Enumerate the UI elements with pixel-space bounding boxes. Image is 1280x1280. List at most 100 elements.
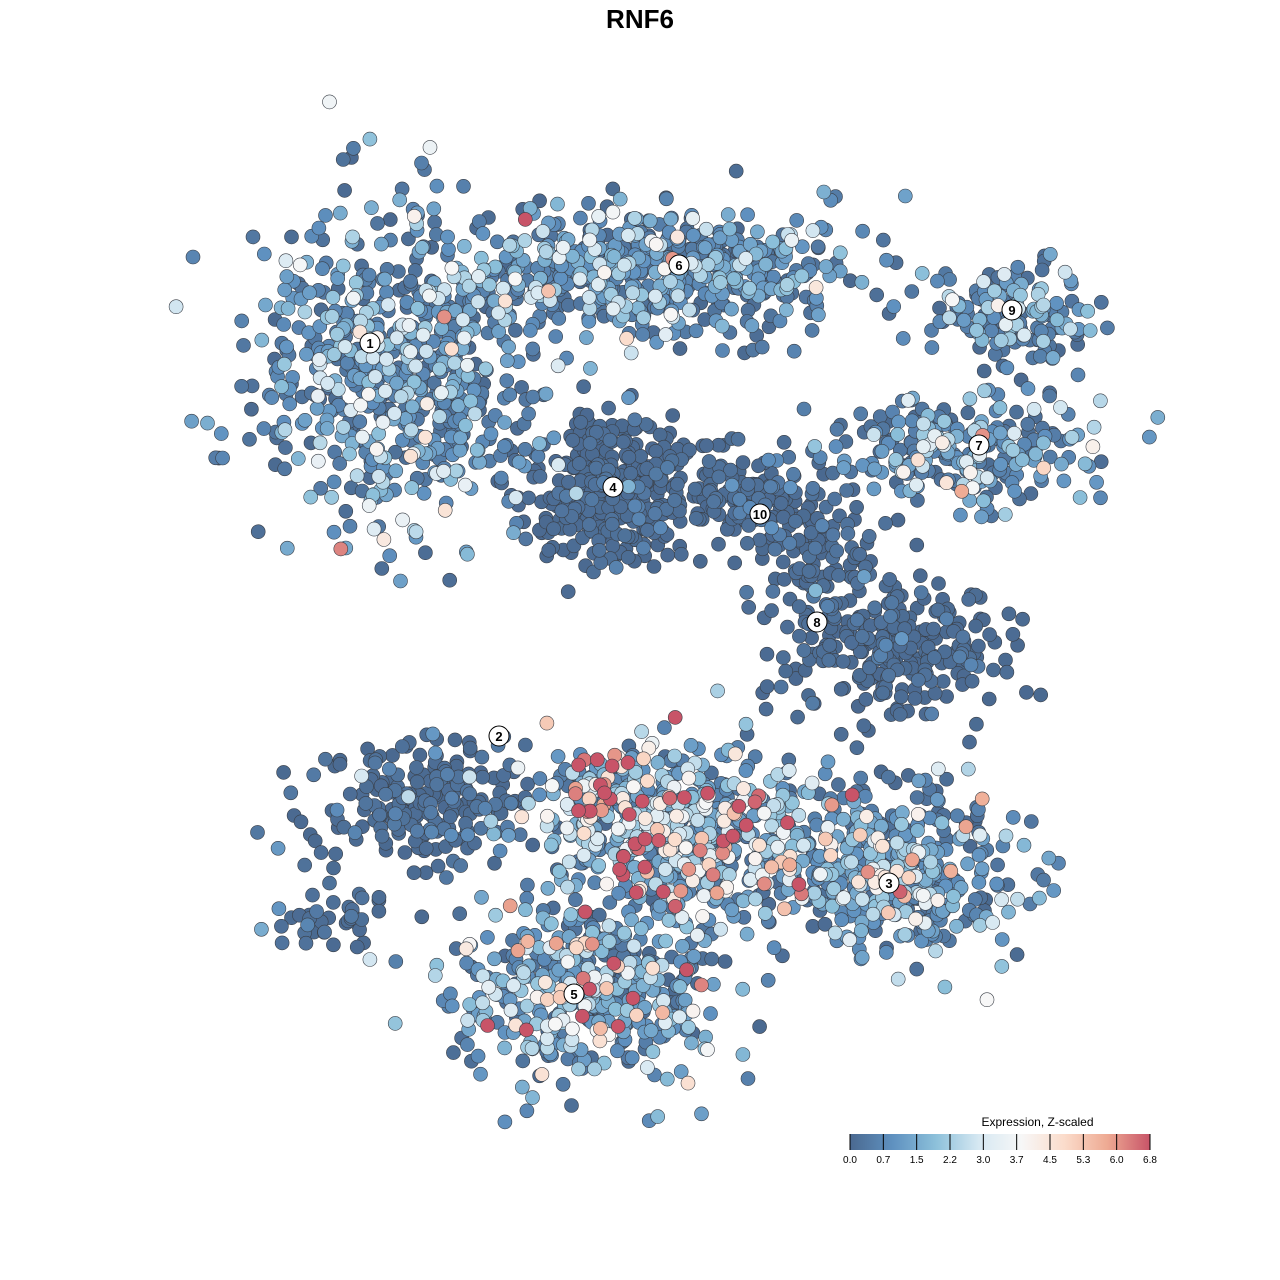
data-point (506, 978, 521, 993)
data-point (752, 837, 767, 853)
data-point (336, 419, 351, 435)
data-point (784, 795, 800, 811)
data-point (997, 507, 1013, 522)
data-point (462, 740, 478, 756)
data-point (322, 875, 337, 891)
data-point (467, 406, 483, 422)
data-point (442, 572, 458, 588)
data-point (786, 466, 801, 482)
data-point (382, 212, 398, 227)
data-point (752, 532, 768, 548)
data-point (292, 257, 308, 273)
data-point (916, 416, 931, 432)
data-point (912, 568, 928, 584)
data-point (716, 813, 732, 829)
data-point (681, 1020, 696, 1035)
data-point (1049, 312, 1065, 328)
data-point (394, 739, 410, 754)
data-point (443, 986, 458, 1002)
data-point (474, 889, 489, 905)
data-point (946, 889, 961, 904)
data-point (667, 710, 683, 725)
data-point (728, 163, 744, 179)
data-point (375, 414, 391, 430)
data-point (701, 454, 717, 469)
data-point (517, 212, 533, 227)
data-point (551, 457, 566, 473)
data-point (764, 520, 779, 536)
data-point (605, 204, 621, 220)
data-point (575, 971, 591, 986)
data-point (673, 1064, 689, 1079)
data-point (900, 392, 916, 408)
data-point (726, 271, 742, 287)
data-point (250, 825, 265, 840)
data-point (1036, 333, 1051, 349)
data-point (1010, 891, 1025, 907)
data-point (949, 808, 965, 824)
data-point (663, 307, 679, 322)
data-point (826, 881, 842, 897)
data-point (306, 767, 322, 783)
data-point (834, 912, 850, 928)
data-point (1005, 810, 1021, 825)
data-point (775, 650, 791, 665)
data-point (828, 439, 844, 454)
data-point (518, 737, 533, 753)
data-point (342, 446, 357, 462)
data-point (732, 492, 747, 507)
data-point (326, 524, 342, 540)
data-point (645, 1044, 661, 1059)
data-point (791, 599, 807, 614)
data-point (694, 831, 710, 846)
data-point (880, 905, 896, 921)
data-point (996, 267, 1012, 282)
data-point (788, 513, 803, 529)
data-point (546, 521, 561, 537)
data-point (939, 475, 954, 491)
data-point (387, 406, 402, 421)
data-point (376, 532, 392, 547)
data-point (345, 229, 360, 245)
data-point (875, 232, 891, 248)
data-point (550, 358, 566, 374)
data-point (455, 312, 471, 328)
data-point (856, 718, 872, 734)
data-point (517, 233, 533, 248)
data-point (942, 272, 957, 287)
data-point (640, 773, 655, 789)
data-point (389, 375, 405, 391)
legend-tick-label: 3.7 (1010, 1155, 1024, 1166)
data-point (963, 657, 979, 673)
data-point (779, 277, 795, 292)
data-point (408, 358, 424, 374)
data-point (1005, 442, 1021, 458)
data-point (860, 864, 876, 880)
data-point (626, 938, 642, 954)
data-point (670, 476, 685, 492)
data-point (911, 773, 927, 789)
data-point (303, 489, 319, 505)
data-point (804, 630, 819, 646)
data-point (685, 211, 701, 226)
data-point (854, 891, 870, 907)
data-point (508, 322, 523, 338)
data-point (611, 885, 626, 901)
data-point (623, 465, 639, 481)
data-point (804, 323, 820, 338)
data-point (606, 249, 622, 264)
data-point (1020, 381, 1036, 396)
data-point (354, 890, 370, 906)
data-point (824, 898, 840, 914)
data-point (519, 1103, 535, 1119)
data-point (650, 1109, 666, 1124)
data-point (495, 280, 511, 296)
data-point (551, 864, 567, 879)
data-point (724, 477, 740, 493)
cluster-label-3: 3 (878, 872, 900, 894)
data-point (895, 331, 911, 346)
data-point (497, 1040, 512, 1056)
data-point (752, 1019, 767, 1034)
data-point (620, 755, 636, 770)
